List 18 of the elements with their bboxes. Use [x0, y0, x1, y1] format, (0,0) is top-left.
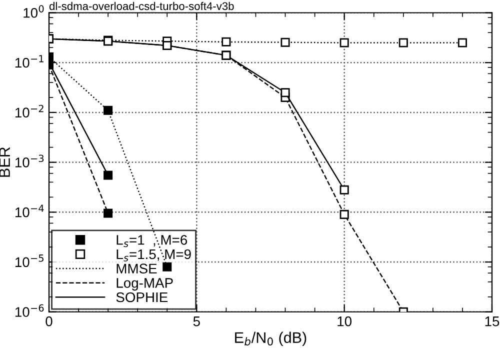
x-tick-label: 5	[193, 316, 200, 326]
y-tick-label: 10$^{−4}$	[15, 204, 44, 218]
y-tick-label: 10$^{−1}$	[15, 55, 44, 68]
y-tick-label: 10$^{−2}$	[15, 104, 44, 118]
legend-label: SOPHIE	[116, 292, 168, 302]
x-axis-title: E$_{b}$/N$_{0}$ (dB)	[235, 332, 306, 346]
y-tick-label: 10$^{−3}$	[15, 154, 44, 168]
legend-label: MMSE	[116, 264, 157, 274]
x-tick-label: 15	[485, 316, 500, 326]
y-tick-label: 10$^{−5}$	[15, 254, 44, 268]
x-tick-label: 0	[46, 316, 52, 326]
legend-label: L$_{s}$=1 , M=6	[116, 234, 188, 248]
y-tick-label: 10$^{−6}$	[15, 304, 44, 317]
legend-label: L$_{s}$=1.5, M=9	[116, 249, 191, 262]
legend-label: Log-MAP	[116, 278, 173, 291]
chart-title: dl-sdma-overload-csd-turbo-soft4-v3b	[49, 2, 234, 10]
y-tick-label: 10$^{0}$	[24, 5, 44, 18]
x-tick-label: 10	[338, 316, 352, 326]
